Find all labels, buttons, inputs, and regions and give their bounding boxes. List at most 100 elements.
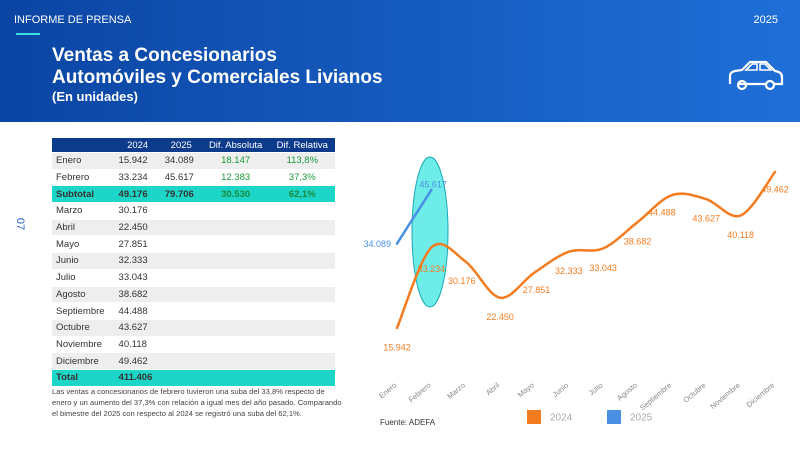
cell: 411.406 xyxy=(114,369,161,387)
data-label: 38.682 xyxy=(624,237,652,247)
data-label: 43.627 xyxy=(693,214,721,224)
cell: 27.851 xyxy=(114,235,161,254)
legend-swatch xyxy=(527,410,541,424)
cell xyxy=(269,352,335,370)
cell xyxy=(201,369,270,387)
cell: Enero xyxy=(52,152,115,170)
cell: 43.627 xyxy=(114,319,161,337)
legend-label: 2024 xyxy=(550,413,573,424)
cell xyxy=(201,336,270,354)
cell xyxy=(160,202,202,220)
x-tick-label: Febrero xyxy=(407,381,433,405)
x-tick-label: Junio xyxy=(551,381,571,399)
cell xyxy=(269,302,335,320)
data-label: 40.118 xyxy=(727,230,754,240)
cell xyxy=(269,319,335,337)
header-cell: Dif. Absoluta xyxy=(201,138,270,153)
cell xyxy=(160,286,202,304)
cell xyxy=(201,352,270,370)
cell: Noviembre xyxy=(52,336,115,354)
cell xyxy=(269,252,335,270)
cell: Abril xyxy=(52,219,115,237)
cell: Mayo xyxy=(52,235,115,254)
cell: Septiembre xyxy=(52,302,115,320)
row: Junio 32.333 xyxy=(52,252,335,270)
year: 2025 xyxy=(753,14,778,26)
cell xyxy=(160,352,202,370)
x-tick-label: Diciembre xyxy=(745,381,777,410)
cell: 37,3% xyxy=(269,169,335,187)
x-tick-label: Enero xyxy=(377,381,398,401)
title-line: Ventas a Concesionarios xyxy=(52,45,277,66)
header-cell: 2024 xyxy=(114,138,161,153)
cell: 40.118 xyxy=(114,336,161,354)
data-label: 27.851 xyxy=(523,285,551,295)
cell: 45.617 xyxy=(160,169,202,187)
cell xyxy=(269,202,335,220)
section-label: INFORME DE PRENSA xyxy=(14,14,132,26)
cell xyxy=(160,319,202,337)
row: Diciembre 49.462 xyxy=(52,352,335,370)
cell xyxy=(201,235,270,254)
data-label: 45.617 xyxy=(419,179,447,189)
row: Septiembre 44.488 xyxy=(52,302,335,320)
cell xyxy=(160,252,202,270)
data-label: 22.450 xyxy=(486,312,514,322)
cell: Diciembre xyxy=(52,352,115,370)
line xyxy=(395,188,433,245)
cell xyxy=(269,219,335,237)
cell: Total xyxy=(52,369,115,387)
accent xyxy=(16,33,40,35)
cell: 62,1% xyxy=(269,185,335,204)
row: Noviembre 40.118 xyxy=(52,336,335,354)
cell: 38.682 xyxy=(114,286,161,304)
cell: 33.043 xyxy=(114,269,161,287)
cell: 113,8% xyxy=(269,152,335,170)
row: Mayo 27.851 xyxy=(52,235,335,254)
subtitle: (En unidades) xyxy=(52,89,138,104)
cell: 44.488 xyxy=(114,302,161,320)
header-cell: Dif. Relativa xyxy=(269,138,335,153)
cell: Octubre xyxy=(52,319,115,337)
cell: 32.333 xyxy=(114,252,161,270)
header-cell: 2025 xyxy=(160,138,202,153)
row: Julio 33.043 xyxy=(52,269,335,287)
data-label: 15.942 xyxy=(383,342,411,352)
cell: 22.450 xyxy=(114,219,161,237)
row: Marzo 30.176 xyxy=(52,202,335,220)
cell xyxy=(201,269,270,287)
line xyxy=(395,170,777,330)
cell: 33.234 xyxy=(114,169,161,187)
header-cell xyxy=(52,138,115,153)
x-tick-label: Julio xyxy=(587,381,605,398)
cell xyxy=(201,219,270,237)
highlight-row: Subtotal 49.176 79.706 30.530 62,1% xyxy=(52,185,335,204)
cell: 49.176 xyxy=(114,185,161,204)
cell: 49.462 xyxy=(114,352,161,370)
data-label: 30.176 xyxy=(448,276,476,286)
cell: 12.383 xyxy=(201,169,270,187)
cell xyxy=(201,252,270,270)
cell xyxy=(269,369,335,387)
row: Agosto 38.682 xyxy=(52,286,335,304)
highlight xyxy=(411,156,449,308)
data-label: 49.462 xyxy=(761,184,789,194)
x-tick-label: Marzo xyxy=(445,381,467,401)
cell xyxy=(269,269,335,287)
row: Febrero 33.234 45.617 12.383 37,3% xyxy=(52,169,335,187)
legend-swatch xyxy=(607,410,621,424)
cell xyxy=(201,319,270,337)
cell xyxy=(201,286,270,304)
cell xyxy=(160,235,202,254)
cell xyxy=(269,235,335,254)
car-icon xyxy=(728,60,784,91)
cell xyxy=(160,219,202,237)
cell: 15.942 xyxy=(114,152,161,170)
x-tick-label: Abril xyxy=(484,380,502,397)
source: Fuente: ADEFA xyxy=(380,418,436,427)
data-label: 44.488 xyxy=(648,208,676,218)
cell: Febrero xyxy=(52,169,115,187)
cell xyxy=(269,336,335,354)
